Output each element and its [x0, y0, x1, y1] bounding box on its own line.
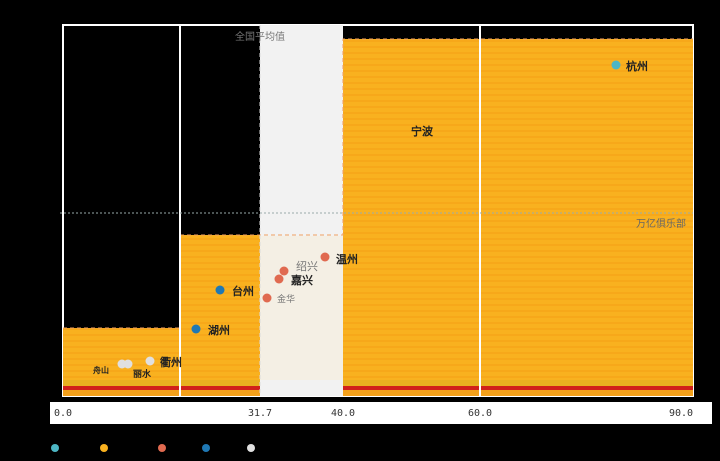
x-axis-strip [50, 402, 712, 424]
label-jinhua: 金华 [277, 293, 295, 305]
legend-dot [202, 444, 210, 452]
band-2 [180, 235, 260, 396]
band-floor-c [63, 390, 693, 396]
legend-dot [247, 444, 255, 452]
bands [63, 39, 693, 396]
x-tick-label: 60.0 [468, 408, 492, 419]
band-floor-a [63, 380, 693, 386]
point-quzhou [145, 356, 155, 366]
legend-dot [51, 444, 59, 452]
legend [51, 444, 255, 452]
label-ningbo: 宁波 [411, 124, 434, 138]
label-taizhou: 台州 [232, 284, 254, 298]
point-lishui [123, 359, 133, 369]
separators [179, 25, 481, 396]
band-floor-b [63, 386, 693, 390]
label-zhoushan: 舟山 [93, 365, 109, 375]
legend-dot [158, 444, 166, 452]
label-wenzhou: 温州 [336, 252, 358, 266]
x-tick-label: 31.7 [248, 408, 272, 419]
point-wenzhou [320, 252, 330, 262]
point-shaoxing [279, 266, 289, 276]
legend-dot [100, 444, 108, 452]
point-jinhua [262, 293, 272, 303]
national-average-label: 全国平均值 [235, 30, 285, 43]
points [117, 60, 621, 369]
point-huzhou [191, 324, 201, 334]
average-column-lower [260, 236, 343, 380]
label-jiaxing: 嘉兴 [290, 273, 313, 287]
x-tick-label: 40.0 [331, 408, 355, 419]
label-quzhou: 衢州 [160, 355, 182, 369]
trillion-club-label: 万亿俱乐部 [636, 217, 686, 230]
x-tick-label: 0.0 [54, 408, 72, 419]
point-taizhou [215, 285, 225, 295]
label-hangzhou: 杭州 [626, 59, 648, 73]
x-axis-ticks: 0.0 31.7 40.0 60.0 90.0 [54, 408, 693, 419]
x-tick-label: 90.0 [669, 408, 693, 419]
point-jiaxing [274, 274, 284, 284]
label-huzhou: 湖州 [208, 323, 230, 337]
point-labels: 杭州 宁波 温州 绍兴 嘉兴 金华 台州 湖州 衢州 舟山 丽水 [93, 59, 648, 380]
band-3 [343, 39, 693, 396]
label-shaoxing: 绍兴 [296, 259, 318, 273]
label-lishui: 丽水 [133, 368, 152, 380]
point-hangzhou [611, 60, 621, 70]
dashed-borders [63, 25, 693, 396]
